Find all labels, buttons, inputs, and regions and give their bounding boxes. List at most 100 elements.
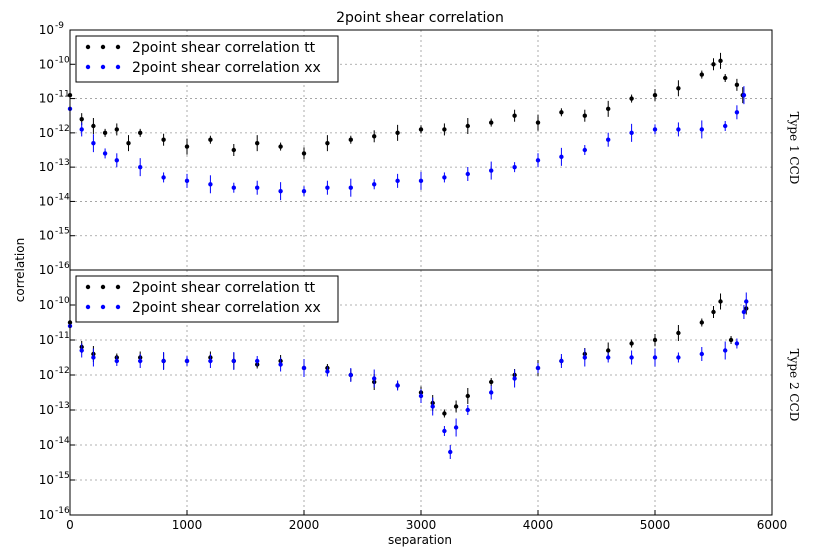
y-tick-label: 10 bbox=[39, 194, 54, 208]
data-point bbox=[453, 425, 459, 430]
data-point bbox=[231, 147, 236, 153]
legend-marker bbox=[100, 64, 106, 70]
x-tick-label: 5000 bbox=[640, 518, 671, 532]
y-tick-label: 10 bbox=[39, 92, 54, 106]
data-point bbox=[606, 355, 611, 360]
data-point bbox=[512, 113, 517, 118]
data-point bbox=[676, 86, 681, 91]
data-point bbox=[465, 393, 470, 399]
data-point bbox=[535, 158, 541, 163]
data-point bbox=[301, 188, 307, 194]
data-point bbox=[430, 404, 435, 409]
y-tick-label: 10 bbox=[39, 473, 54, 487]
data-point bbox=[372, 376, 377, 381]
data-point bbox=[582, 147, 587, 153]
y-tick-exponent: -13 bbox=[55, 158, 70, 168]
data-point bbox=[255, 140, 260, 146]
data-point bbox=[91, 123, 96, 129]
data-point bbox=[535, 365, 541, 371]
legend-entry: 2point shear correlation xx bbox=[132, 60, 321, 76]
legend-marker bbox=[100, 44, 106, 50]
y-axis-label: correlation bbox=[13, 238, 27, 302]
data-point bbox=[442, 127, 447, 132]
data-point bbox=[723, 348, 728, 353]
data-point bbox=[114, 127, 120, 132]
data-point bbox=[442, 411, 447, 416]
data-point bbox=[208, 358, 213, 364]
data-point bbox=[734, 82, 740, 88]
legend-marker bbox=[115, 284, 121, 290]
data-point bbox=[699, 127, 704, 132]
data-point bbox=[325, 185, 330, 190]
legend-marker bbox=[115, 64, 121, 70]
y-tick-label: 10 bbox=[39, 438, 54, 452]
legend-marker bbox=[100, 284, 106, 290]
data-point bbox=[711, 62, 716, 67]
data-point bbox=[489, 120, 494, 125]
data-point bbox=[395, 178, 400, 184]
data-point bbox=[418, 178, 424, 184]
data-point bbox=[278, 144, 283, 149]
x-tick-label: 3000 bbox=[406, 518, 437, 532]
y-tick-exponent: -16 bbox=[55, 261, 70, 271]
data-point bbox=[161, 137, 166, 142]
data-point bbox=[418, 127, 424, 132]
data-point bbox=[138, 164, 143, 170]
legend-marker bbox=[85, 284, 91, 290]
data-point bbox=[699, 72, 704, 77]
y-tick-exponent: -10 bbox=[55, 296, 70, 306]
data-point bbox=[629, 130, 634, 136]
y-tick-label: 10 bbox=[39, 160, 54, 174]
top-legend: 2point shear correlation tt 2point shear … bbox=[75, 35, 339, 83]
x-tick-label: 6000 bbox=[757, 518, 788, 532]
data-point bbox=[138, 130, 143, 136]
data-point bbox=[512, 164, 517, 170]
x-tick-label: 0 bbox=[66, 518, 74, 532]
legend-marker bbox=[85, 64, 91, 70]
data-point bbox=[418, 393, 424, 399]
top-series-tt bbox=[67, 52, 745, 160]
data-point bbox=[465, 123, 470, 129]
data-point bbox=[606, 106, 611, 112]
data-point bbox=[489, 168, 494, 173]
y-tick-label: 10 bbox=[39, 508, 54, 522]
top-panel-side-label: Type 1 CCD bbox=[787, 112, 801, 185]
data-point bbox=[372, 182, 377, 187]
y-tick-exponent: -10 bbox=[55, 55, 70, 65]
y-tick-label: 10 bbox=[39, 403, 54, 417]
data-point bbox=[606, 137, 611, 142]
y-tick-exponent: -12 bbox=[55, 124, 70, 134]
data-point bbox=[348, 372, 353, 378]
data-point bbox=[489, 390, 494, 395]
data-point bbox=[255, 358, 260, 364]
legend-frame bbox=[75, 35, 339, 83]
data-point bbox=[79, 127, 84, 132]
data-point bbox=[559, 154, 564, 160]
y-tick-exponent: -9 bbox=[55, 21, 64, 31]
x-tick-label: 4000 bbox=[523, 518, 554, 532]
data-point bbox=[231, 358, 236, 364]
data-point bbox=[114, 158, 120, 163]
data-point bbox=[138, 358, 143, 364]
data-point bbox=[734, 110, 740, 115]
data-point bbox=[161, 358, 166, 364]
data-point bbox=[348, 185, 353, 190]
data-point bbox=[734, 341, 740, 346]
data-point bbox=[741, 309, 747, 315]
data-point bbox=[102, 151, 108, 156]
y-tick-exponent: -12 bbox=[55, 366, 70, 376]
y-tick-exponent: -11 bbox=[55, 331, 70, 341]
data-point bbox=[652, 127, 658, 132]
data-point bbox=[91, 140, 96, 146]
legend-entry: 2point shear correlation tt bbox=[132, 280, 316, 296]
data-point bbox=[348, 137, 353, 142]
data-point bbox=[231, 185, 236, 190]
data-point bbox=[442, 175, 447, 180]
data-point bbox=[278, 188, 283, 194]
data-point bbox=[91, 355, 96, 360]
legend-marker bbox=[115, 304, 121, 310]
data-point bbox=[676, 330, 681, 336]
